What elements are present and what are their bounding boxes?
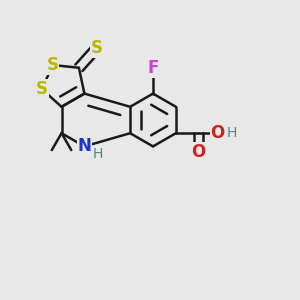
Text: O: O: [210, 124, 225, 142]
Text: S: S: [47, 56, 59, 74]
Text: N: N: [77, 137, 91, 155]
Text: H: H: [93, 147, 103, 161]
Text: H: H: [227, 126, 237, 140]
Text: F: F: [147, 59, 159, 77]
Text: O: O: [191, 143, 206, 161]
Text: S: S: [91, 39, 103, 57]
Text: S: S: [36, 80, 48, 98]
